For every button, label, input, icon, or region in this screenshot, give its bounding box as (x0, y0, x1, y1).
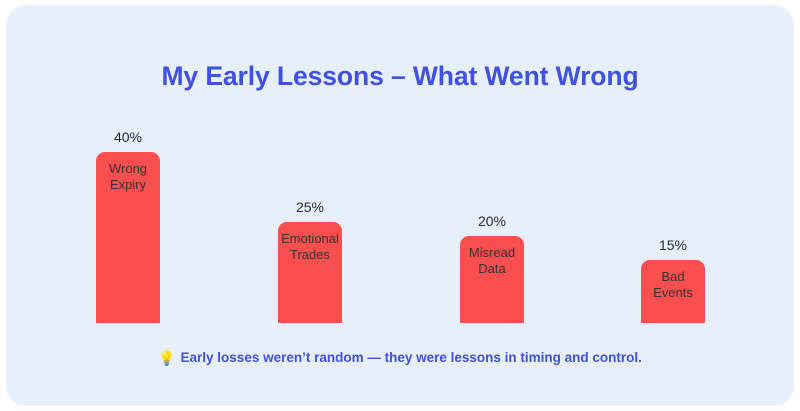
bar-chart-plot-area: 40% Wrong Expiry 25% Emotional Trades 20… (6, 5, 794, 406)
bar-rect[interactable]: Emotional Trades (278, 222, 342, 323)
footer-caption: Early losses weren’t random — they were … (180, 350, 642, 365)
bar-group-bad-events[interactable]: 15% Bad Events (641, 237, 705, 323)
bar-category-label-line1: Emotional (281, 231, 339, 246)
chart-footer: 💡 Early losses weren’t random — they were… (6, 349, 794, 367)
bar-category-label-line2: Expiry (109, 177, 147, 192)
bar-rect[interactable]: Bad Events (641, 260, 705, 323)
bar-category-label-line1: Misread (468, 245, 516, 260)
bar-category-label-line1: Wrong (108, 161, 148, 176)
bar-rect[interactable]: Misread Data (460, 236, 524, 323)
bar-group-emotional-trades[interactable]: 25% Emotional Trades (278, 199, 342, 323)
bar-category-label-line2: Events (653, 285, 693, 300)
bar-category-label-line1: Bad (661, 269, 685, 284)
bar-category-label-line2: Trades (290, 247, 330, 262)
bar-category-label-line2: Data (478, 261, 506, 276)
lightbulb-icon: 💡 (158, 350, 176, 366)
bar-group-wrong-expiry[interactable]: 40% Wrong Expiry (96, 129, 160, 323)
page-title: My Early Lessons – What Went Wrong (161, 61, 639, 91)
chart-card: My Early Lessons – What Went Wrong 40% W… (6, 5, 794, 406)
bar-value-label: 15% (658, 237, 688, 253)
bar-value-label: 25% (295, 199, 325, 215)
bar-group-misread-data[interactable]: 20% Misread Data (460, 213, 524, 323)
bar-value-label: 40% (113, 129, 143, 145)
bar-value-label: 20% (477, 213, 507, 229)
bar-rect[interactable]: Wrong Expiry (96, 152, 160, 323)
